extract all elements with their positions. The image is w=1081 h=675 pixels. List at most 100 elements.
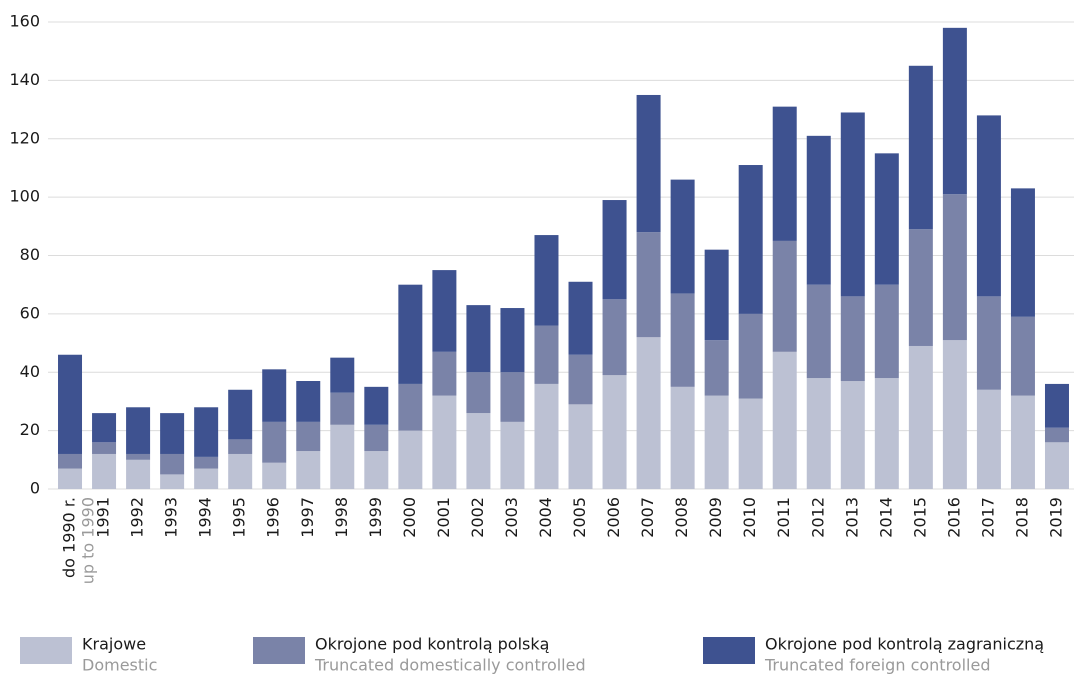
bar-segment <box>806 135 831 285</box>
bar-segment <box>908 229 933 346</box>
bar-segment <box>840 296 865 382</box>
bar-segment <box>364 451 389 489</box>
bar-segment <box>126 453 151 460</box>
bar-segment <box>840 381 865 489</box>
bar-segment <box>92 453 117 489</box>
bar-segment <box>874 153 899 285</box>
x-tick-label: 2012 <box>808 497 827 538</box>
x-tick-label: 2013 <box>842 497 861 538</box>
y-tick-label: 80 <box>20 245 40 264</box>
bar-segment <box>772 351 797 489</box>
x-tick-label: 2016 <box>944 497 963 538</box>
bar-segment <box>942 27 967 195</box>
bar-segment <box>772 106 797 241</box>
legend-sublabel: Truncated foreign controlled <box>764 656 990 675</box>
legend-label: Okrojone pod kontrolą polską <box>315 635 549 654</box>
bar-segment <box>330 424 355 489</box>
bar-segment <box>262 421 287 463</box>
x-tick-label: 2010 <box>740 497 759 538</box>
bar-segment <box>568 281 593 355</box>
bar-segment <box>432 270 457 352</box>
bar-segment <box>194 468 219 489</box>
x-tick-label: 2014 <box>876 497 895 538</box>
bar-segment <box>228 439 253 454</box>
y-tick-label: 20 <box>20 420 40 439</box>
bar-segment <box>1010 188 1035 317</box>
bar-segment <box>330 357 355 393</box>
bar-segment <box>534 325 559 384</box>
bar-segment <box>738 165 763 314</box>
bar-segment <box>296 451 321 489</box>
bar-segment <box>602 299 627 376</box>
bar-segment <box>262 462 287 489</box>
bar-segment <box>976 115 1001 297</box>
y-tick-label: 120 <box>9 128 40 147</box>
bar-segment <box>58 354 83 454</box>
bar-segment <box>262 369 287 422</box>
bar-segment <box>874 378 899 489</box>
bar-segment <box>58 453 83 469</box>
bar-segment <box>908 65 933 230</box>
bar-segment <box>670 179 695 294</box>
bar-segment <box>160 453 185 475</box>
bar-segment <box>296 421 321 452</box>
bar-segment <box>704 395 729 489</box>
bar-segment <box>126 407 151 454</box>
y-tick-label: 40 <box>20 362 40 381</box>
bar-segment <box>772 240 797 352</box>
bar-segment <box>568 404 593 489</box>
bar-segment <box>738 398 763 489</box>
bar-segment <box>534 235 559 326</box>
bar-segment <box>704 249 729 341</box>
bar-segment <box>398 284 423 384</box>
bar-segment <box>840 112 865 297</box>
x-tick-label: 2007 <box>638 497 657 538</box>
y-tick-label: 60 <box>20 303 40 322</box>
x-tick-label: 1997 <box>298 497 317 538</box>
x-tick-label: 1993 <box>162 497 181 538</box>
x-tick-label: 2015 <box>910 497 929 538</box>
bar-segment <box>1044 427 1069 443</box>
bar-segment <box>58 468 83 489</box>
bar-segment <box>330 392 355 425</box>
x-tick-label: 2006 <box>604 497 623 538</box>
bar-segment <box>670 386 695 489</box>
bar-segment <box>500 421 525 489</box>
x-tick-label: 1991 <box>94 497 113 538</box>
bar-segment <box>500 308 525 373</box>
bar-segment <box>364 386 389 425</box>
x-tick-label: 2003 <box>502 497 521 538</box>
x-tick-label: 1999 <box>366 497 385 538</box>
bar-segment <box>1010 316 1035 396</box>
bar-segment <box>126 459 151 489</box>
bar-segment <box>466 372 491 414</box>
bar-segment <box>398 383 423 431</box>
bar-segment <box>1044 383 1069 428</box>
x-tick-label: 2011 <box>774 497 793 538</box>
bar-segment <box>636 232 661 338</box>
bar-segment <box>466 305 491 373</box>
x-tick-label: 1994 <box>196 497 215 538</box>
bar-segment <box>1044 442 1069 489</box>
legend-swatch <box>703 637 755 664</box>
x-tick-label: 2019 <box>1046 497 1065 538</box>
x-tick-label: 2005 <box>570 497 589 538</box>
bar-segment <box>500 372 525 422</box>
bar-segment <box>806 378 831 489</box>
x-tick-label: 2004 <box>536 497 555 538</box>
bar-segment <box>670 293 695 387</box>
bar-segment <box>976 389 1001 489</box>
x-tick-label: 1998 <box>332 497 351 538</box>
bar-segment <box>738 313 763 399</box>
y-tick-label: 140 <box>9 70 40 89</box>
bar-segment <box>806 284 831 379</box>
bar-segment <box>636 94 661 233</box>
legend-swatch <box>20 637 72 664</box>
bar-segment <box>194 407 219 457</box>
legend-swatch <box>253 637 305 664</box>
x-tick-label: 2000 <box>400 497 419 538</box>
bar-segment <box>92 413 117 443</box>
bar-segment <box>160 413 185 454</box>
x-tick-label: 2008 <box>672 497 691 538</box>
